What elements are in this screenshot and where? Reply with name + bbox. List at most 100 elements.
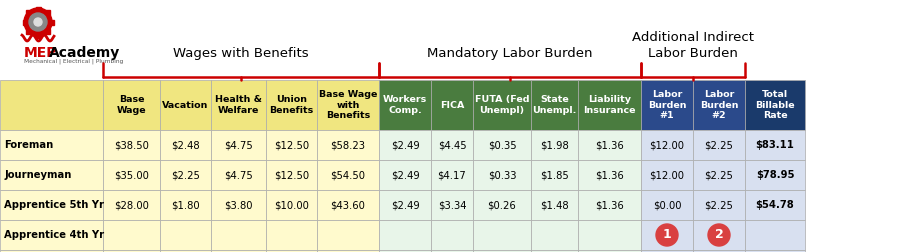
Bar <box>473 190 531 220</box>
Bar <box>211 220 266 250</box>
Circle shape <box>24 8 52 36</box>
Text: $4.75: $4.75 <box>224 140 253 150</box>
Text: $83.11: $83.11 <box>756 140 795 150</box>
Bar <box>473 160 531 190</box>
Bar <box>473 130 531 160</box>
Bar <box>103 220 160 250</box>
Text: Mechanical | Electrical | Plumbing: Mechanical | Electrical | Plumbing <box>24 58 123 64</box>
Circle shape <box>656 224 678 246</box>
Bar <box>578 130 641 160</box>
Text: $1.48: $1.48 <box>540 200 569 210</box>
Bar <box>745 160 805 190</box>
Bar <box>693 220 745 250</box>
Bar <box>160 130 211 160</box>
Bar <box>693 130 745 160</box>
Bar <box>103 130 160 160</box>
Bar <box>473 80 531 130</box>
Text: State
Unempl.: State Unempl. <box>532 95 577 115</box>
Bar <box>693 250 745 252</box>
Text: $2.25: $2.25 <box>705 170 734 180</box>
Bar <box>103 190 160 220</box>
Bar <box>160 160 211 190</box>
Bar <box>266 80 317 130</box>
Bar <box>0 130 103 160</box>
Bar <box>103 250 160 252</box>
Bar <box>531 190 578 220</box>
Bar <box>317 250 379 252</box>
Text: $4.45: $4.45 <box>437 140 466 150</box>
Circle shape <box>708 224 730 246</box>
Bar <box>641 130 693 160</box>
Text: Union
Benefits: Union Benefits <box>269 95 313 115</box>
Bar <box>431 190 473 220</box>
Bar <box>317 160 379 190</box>
Text: FUTA (Fed
Unempl): FUTA (Fed Unempl) <box>475 95 529 115</box>
Bar <box>0 220 103 250</box>
Bar <box>317 80 379 130</box>
Text: $1.36: $1.36 <box>595 140 624 150</box>
Bar <box>266 250 317 252</box>
Bar <box>431 80 473 130</box>
FancyBboxPatch shape <box>26 29 32 34</box>
Text: Apprentice 4th Yr: Apprentice 4th Yr <box>4 230 104 240</box>
Bar <box>317 220 379 250</box>
Text: MEP: MEP <box>24 46 58 60</box>
Bar <box>578 80 641 130</box>
Text: $3.34: $3.34 <box>437 200 466 210</box>
Bar <box>431 220 473 250</box>
Bar <box>211 80 266 130</box>
Text: $0.33: $0.33 <box>488 170 517 180</box>
Bar <box>578 220 641 250</box>
Bar <box>431 130 473 160</box>
Text: Health &
Welfare: Health & Welfare <box>215 95 262 115</box>
Bar <box>266 190 317 220</box>
Text: $2.25: $2.25 <box>171 170 200 180</box>
Bar <box>0 250 103 252</box>
Text: $1.36: $1.36 <box>595 200 624 210</box>
Text: $2.49: $2.49 <box>391 140 419 150</box>
Text: Labor
Burden
#2: Labor Burden #2 <box>700 90 738 120</box>
Bar <box>531 220 578 250</box>
Text: $1.80: $1.80 <box>171 200 200 210</box>
FancyBboxPatch shape <box>22 19 28 24</box>
Bar <box>379 80 431 130</box>
Bar <box>317 190 379 220</box>
Text: $2.25: $2.25 <box>705 200 734 210</box>
Text: Base
Wage: Base Wage <box>117 95 147 115</box>
Bar <box>578 190 641 220</box>
Text: $35.00: $35.00 <box>114 170 148 180</box>
Bar <box>693 160 745 190</box>
Bar <box>160 80 211 130</box>
Bar <box>745 250 805 252</box>
Bar <box>379 220 431 250</box>
Text: FICA: FICA <box>440 101 464 110</box>
Text: Journeyman: Journeyman <box>4 170 71 180</box>
Text: $2.48: $2.48 <box>171 140 200 150</box>
Text: Workers
Comp.: Workers Comp. <box>382 95 428 115</box>
Text: $1.85: $1.85 <box>540 170 569 180</box>
Bar <box>531 160 578 190</box>
Text: $0.00: $0.00 <box>652 200 681 210</box>
Bar <box>103 80 160 130</box>
Bar <box>531 130 578 160</box>
Text: Labor
Burden
#1: Labor Burden #1 <box>648 90 686 120</box>
Text: $43.60: $43.60 <box>330 200 365 210</box>
Bar <box>578 250 641 252</box>
Bar <box>379 160 431 190</box>
Text: $58.23: $58.23 <box>330 140 365 150</box>
Bar <box>641 190 693 220</box>
Bar <box>473 220 531 250</box>
Bar <box>160 220 211 250</box>
Bar <box>379 250 431 252</box>
Bar <box>211 250 266 252</box>
Text: $12.00: $12.00 <box>650 170 685 180</box>
Bar <box>693 190 745 220</box>
FancyBboxPatch shape <box>45 10 50 15</box>
Text: $2.49: $2.49 <box>391 200 419 210</box>
Text: Foreman: Foreman <box>4 140 53 150</box>
Text: $54.50: $54.50 <box>330 170 365 180</box>
Text: Base Wage
with
Benefits: Base Wage with Benefits <box>319 90 377 120</box>
Text: Total
Billable
Rate: Total Billable Rate <box>755 90 795 120</box>
Bar <box>745 130 805 160</box>
Text: $28.00: $28.00 <box>114 200 148 210</box>
